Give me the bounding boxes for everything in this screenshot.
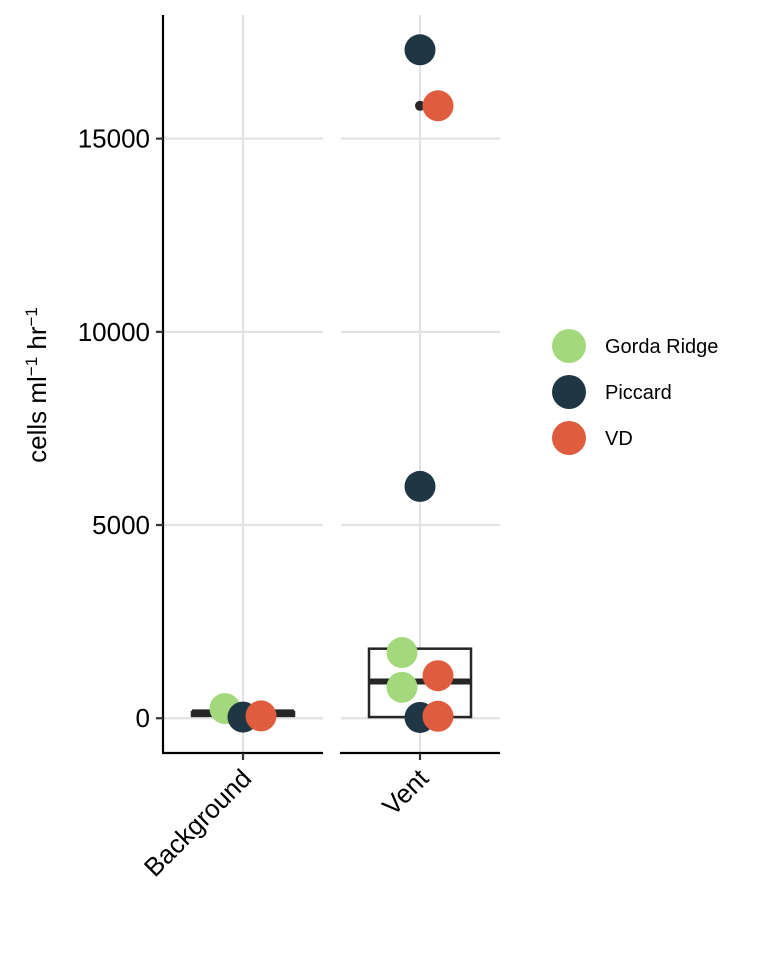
point-vd-vent: [422, 700, 454, 732]
x-tick-label-background: Background: [138, 763, 257, 882]
y-axis-label-base2: hr: [22, 326, 52, 357]
legend-key-vd: [552, 421, 586, 455]
boxplots: [190, 100, 473, 719]
legend-label-piccard: Piccard: [605, 382, 672, 404]
legend-key-gorda-ridge: [552, 329, 586, 363]
legend-key-piccard: [552, 375, 586, 409]
point-gorda-ridge-vent: [386, 671, 418, 703]
y-tick-label-5000: 5000: [92, 510, 150, 540]
x-tick-label-vent: Vent: [376, 762, 435, 821]
point-piccard-vent: [404, 470, 436, 502]
y-axis-label-sup1: −1: [22, 357, 41, 376]
point-piccard-vent: [404, 34, 436, 66]
point-vd-vent: [422, 660, 454, 692]
axes: [156, 15, 500, 760]
y-axis-label-base1: cells ml: [22, 376, 52, 463]
legend-label-vd: VD: [605, 428, 633, 450]
y-tick-label-0: 0: [136, 703, 150, 733]
gridlines: [163, 15, 500, 753]
y-tick-label-15000: 15000: [78, 124, 150, 154]
legend: Gorda Ridge Piccard VD: [552, 329, 718, 455]
outlier-point: [415, 100, 425, 111]
y-axis-label: cells ml−1 hr−1: [22, 307, 53, 463]
point-vd-vent: [422, 90, 454, 122]
y-tick-label-10000: 10000: [78, 317, 150, 347]
y-axis-label-sup2: −1: [22, 307, 41, 326]
tick-labels: 0 5000 10000 15000 Background Vent: [78, 124, 435, 883]
legend-label-gorda-ridge: Gorda Ridge: [605, 336, 718, 358]
data-points: [209, 34, 454, 733]
point-vd-background: [245, 700, 277, 732]
series-vd: [245, 90, 454, 732]
point-gorda-ridge-vent: [386, 637, 418, 669]
